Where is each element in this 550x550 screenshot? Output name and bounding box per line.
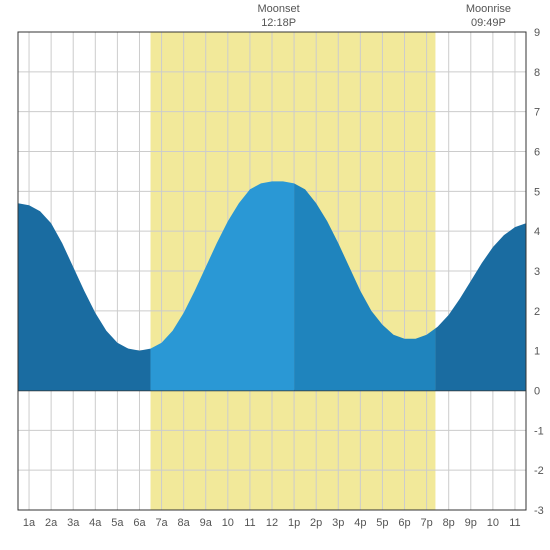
x-tick-label: 7p <box>420 517 432 529</box>
x-tick-label: 11 <box>509 517 520 529</box>
x-tick-label: 6a <box>133 517 146 529</box>
y-tick-label: 1 <box>534 346 540 358</box>
x-tick-label: 5p <box>376 517 388 529</box>
x-tick-label: 2a <box>45 517 58 529</box>
x-tick-label: 10 <box>487 517 499 529</box>
x-tick-label: 6p <box>398 517 410 529</box>
y-tick-label: -2 <box>534 465 544 477</box>
x-tick-label: 1p <box>288 517 300 529</box>
y-tick-label: 7 <box>534 107 540 119</box>
x-tick-label: 8p <box>443 517 455 529</box>
x-tick-label: 3a <box>67 517 80 529</box>
x-tick-label: 7a <box>155 517 168 529</box>
y-tick-label: -1 <box>534 425 544 437</box>
x-tick-label: 11 <box>244 517 255 529</box>
tide-chart: 1a2a3a4a5a6a7a8a9a1011121p2p3p4p5p6p7p8p… <box>0 0 550 550</box>
y-tick-label: 4 <box>534 226 540 238</box>
y-tick-label: 9 <box>534 27 540 39</box>
x-tick-label: 5a <box>111 517 124 529</box>
y-tick-label: -3 <box>534 505 544 517</box>
x-tick-label: 8a <box>178 517 191 529</box>
y-tick-label: 0 <box>534 386 540 398</box>
moonset-label: Moonset <box>258 3 300 15</box>
y-tick-label: 3 <box>534 266 540 278</box>
x-tick-label: 3p <box>332 517 344 529</box>
y-tick-label: 2 <box>534 306 540 318</box>
moonrise-value: 09:49P <box>471 17 506 29</box>
x-tick-label: 9p <box>465 517 477 529</box>
x-tick-label: 2p <box>310 517 322 529</box>
x-tick-label: 4a <box>89 517 102 529</box>
chart-svg: 1a2a3a4a5a6a7a8a9a1011121p2p3p4p5p6p7p8p… <box>0 0 550 550</box>
moonset-value: 12:18P <box>261 17 296 29</box>
moonrise-label: Moonrise <box>466 3 511 15</box>
x-tick-label: 4p <box>354 517 366 529</box>
x-tick-label: 10 <box>222 517 234 529</box>
x-tick-label: 1a <box>23 517 36 529</box>
x-tick-label: 12 <box>266 517 278 529</box>
y-tick-label: 5 <box>534 186 540 198</box>
x-tick-label: 9a <box>200 517 213 529</box>
y-tick-label: 8 <box>534 67 540 79</box>
y-tick-label: 6 <box>534 147 540 159</box>
